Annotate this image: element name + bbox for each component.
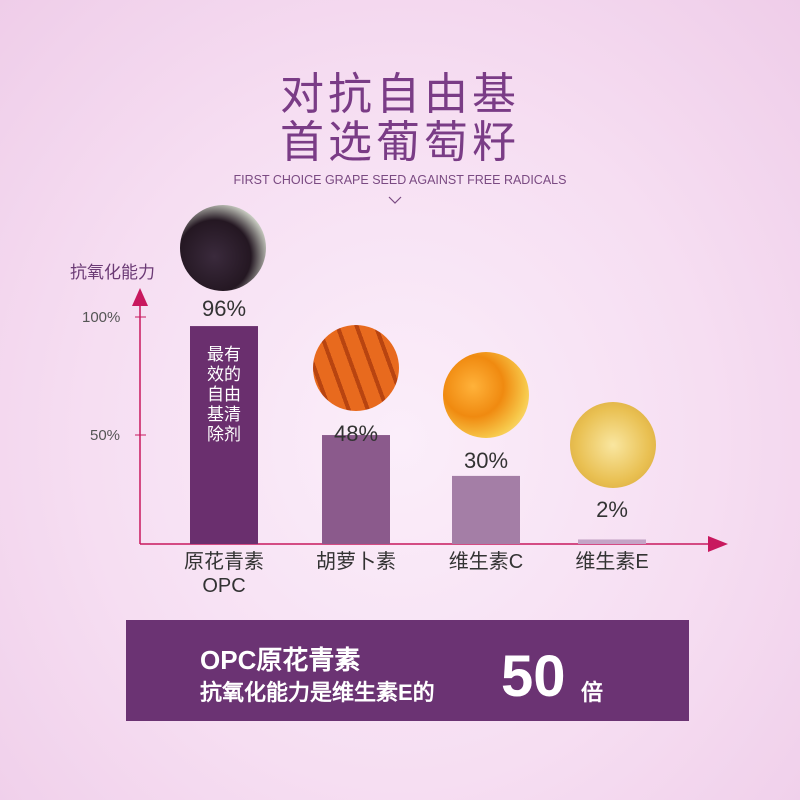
bar-2 [452, 475, 520, 544]
category-label-1: 胡萝卜素 [316, 551, 396, 573]
value-label-2: 30% [463, 448, 509, 473]
oranges-image [443, 352, 529, 438]
subtitle: FIRST CHOICE GRAPE SEED AGAINST FREE RAD… [233, 173, 567, 187]
banner-number: 50 [501, 644, 566, 709]
category-label-0: 原花青素 OPC [184, 551, 264, 597]
value-label-1: 48% [333, 421, 379, 446]
summary-banner: OPC原花青素 抗氧化能力是维生素E的 50 倍 [126, 620, 689, 721]
bar-1 [322, 435, 390, 544]
y-axis-label: 抗氧化能力 [70, 263, 155, 282]
banner-line-1: OPC原花青素 [200, 645, 361, 675]
banner-suffix: 倍 [581, 680, 604, 705]
category-label-2: 维生素C [448, 551, 524, 573]
y-axis-arrow [132, 288, 148, 306]
bar-annotation: 最有效的自由基清除剂 [207, 345, 241, 444]
value-label-3: 2% [596, 497, 628, 522]
grapes-image [180, 205, 266, 291]
x-axis-arrow [708, 536, 728, 552]
category-label-3: 维生素E [575, 551, 649, 573]
bar-3 [578, 539, 646, 544]
vitamin-e-image [570, 402, 656, 488]
carrots-image [313, 325, 399, 411]
value-label-0: 96% [201, 296, 247, 321]
title-line-2: 首选葡萄籽 [280, 117, 520, 168]
y-tick-label-100: 100% [82, 309, 121, 326]
banner-line-2: 抗氧化能力是维生素E的 [200, 680, 435, 705]
bar-0 [190, 326, 258, 544]
title-line-1: 对抗自由基 [280, 69, 520, 120]
y-tick-label-50: 50% [90, 427, 121, 444]
chevron-down-icon [388, 196, 402, 204]
